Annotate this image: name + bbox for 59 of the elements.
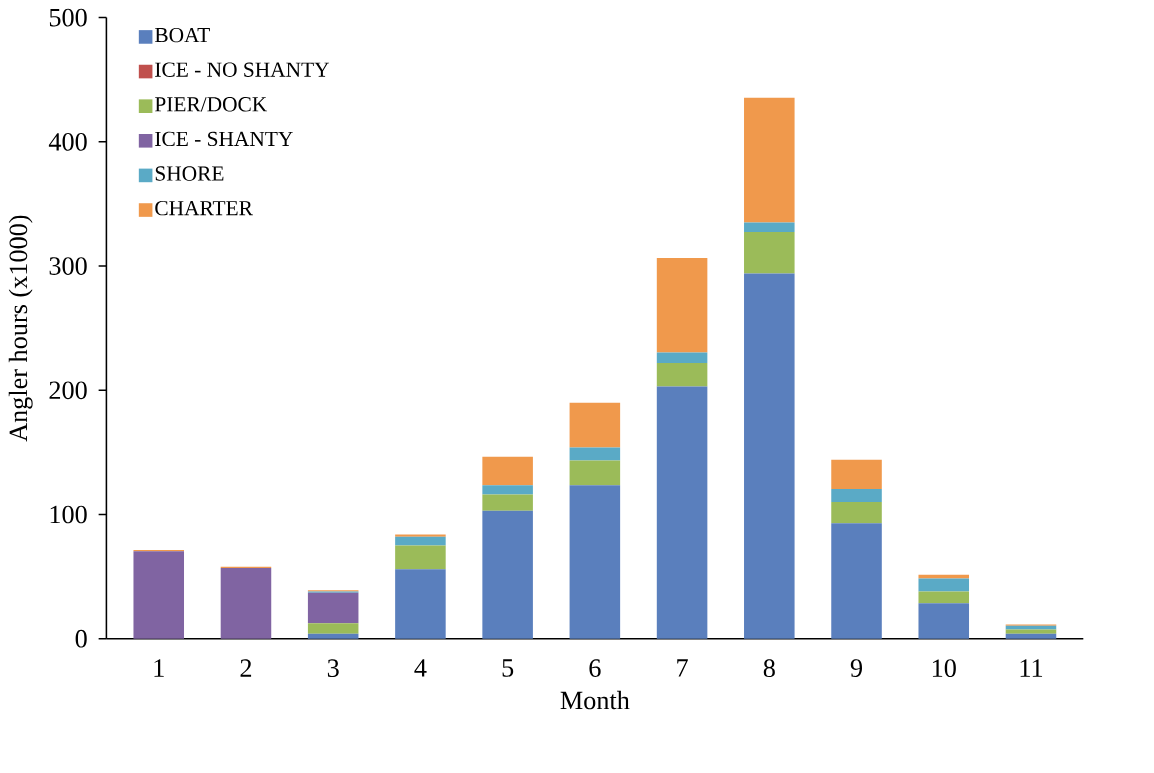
bar <box>831 523 882 639</box>
bar <box>220 567 272 639</box>
x-tick-label: 10 <box>932 659 956 678</box>
legend-label: ICE - SHANTY <box>155 131 293 147</box>
x-tick-label: 5 <box>502 659 514 677</box>
x-tick-label: 9 <box>850 659 863 678</box>
bar <box>482 494 533 511</box>
bar <box>395 534 446 537</box>
y-tick-label: 400 <box>48 133 87 151</box>
x-axis-title: Month <box>560 690 630 710</box>
x-tick-label: 11 <box>1020 659 1043 677</box>
x-tick-label: 8 <box>763 659 775 678</box>
bar <box>744 231 795 274</box>
bar <box>656 386 708 639</box>
bar <box>569 460 621 486</box>
bar <box>918 578 970 592</box>
bar <box>133 551 185 639</box>
bar <box>831 489 882 503</box>
bar <box>744 222 795 232</box>
legend-label: PIER/DOCK <box>154 97 268 112</box>
bar <box>831 502 882 524</box>
x-tick-label: 3 <box>327 659 339 678</box>
bar <box>307 592 359 624</box>
x-tick-label: 4 <box>414 659 427 677</box>
x-tick-label: 6 <box>589 659 601 678</box>
bar <box>656 362 708 387</box>
legend-label: SHORE <box>155 166 224 181</box>
bar <box>482 485 533 495</box>
legend-label: CHARTER <box>155 201 253 216</box>
bar <box>569 447 621 461</box>
bar <box>569 402 621 448</box>
bar <box>307 633 359 639</box>
bar <box>307 623 359 634</box>
y-tick-label: 0 <box>75 629 87 648</box>
bar <box>656 352 708 363</box>
bar <box>744 97 795 223</box>
legend-label: ICE - NO SHANTY <box>155 62 330 77</box>
bar <box>1005 633 1057 639</box>
x-tick-label: 2 <box>240 659 252 677</box>
bar <box>918 591 970 604</box>
bar <box>918 603 970 639</box>
bar <box>395 569 446 639</box>
bar <box>744 273 795 639</box>
bar <box>395 545 446 570</box>
legend-label: BOAT <box>154 27 210 43</box>
bar <box>395 536 446 546</box>
bar <box>482 510 533 639</box>
x-tick-label: 7 <box>677 659 688 677</box>
bar <box>569 485 621 639</box>
y-tick-label: 200 <box>49 381 87 400</box>
y-axis-title: Angler hours (x1000) <box>8 215 33 442</box>
bar <box>1005 629 1057 634</box>
bar <box>831 459 882 490</box>
y-tick-label: 100 <box>50 505 87 524</box>
bar <box>656 258 708 353</box>
y-tick-label: 500 <box>49 8 87 27</box>
y-tick-label: 300 <box>49 257 87 275</box>
bar <box>482 456 533 486</box>
x-tick-label: 1 <box>154 659 164 677</box>
